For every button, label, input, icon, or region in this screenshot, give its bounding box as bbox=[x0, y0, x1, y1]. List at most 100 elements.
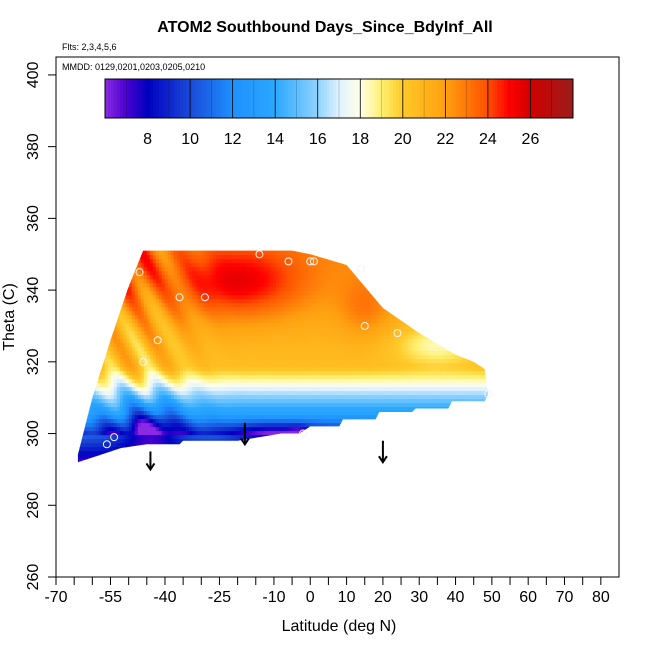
heatmap-cell bbox=[230, 431, 235, 436]
heatmap-cell bbox=[296, 347, 301, 352]
heatmap-cell bbox=[116, 375, 121, 380]
heatmap-cell bbox=[239, 339, 244, 344]
heatmap-cell bbox=[167, 275, 172, 280]
heatmap-cell bbox=[236, 263, 241, 268]
heatmap-cell bbox=[185, 287, 190, 292]
heatmap-cell bbox=[425, 383, 430, 388]
heatmap-cell bbox=[272, 431, 277, 436]
heatmap-cell bbox=[272, 407, 277, 412]
heatmap-cell bbox=[269, 267, 274, 272]
heatmap-cell bbox=[239, 331, 244, 336]
heatmap-cell bbox=[302, 359, 307, 364]
heatmap-cell bbox=[293, 271, 298, 276]
heatmap-cell bbox=[146, 399, 151, 404]
heatmap-cell bbox=[404, 407, 409, 412]
heatmap-cell bbox=[251, 271, 256, 276]
heatmap-cell bbox=[332, 407, 337, 412]
heatmap-cell bbox=[143, 299, 148, 304]
heatmap-cell bbox=[377, 327, 382, 332]
heatmap-cell bbox=[227, 415, 232, 420]
heatmap-cell bbox=[278, 383, 283, 388]
heatmap-cell bbox=[194, 271, 199, 276]
heatmap-cell bbox=[206, 311, 211, 316]
heatmap-cell bbox=[122, 335, 127, 340]
heatmap-cell bbox=[419, 411, 424, 416]
heatmap-cell bbox=[191, 343, 196, 348]
heatmap-cell bbox=[170, 391, 175, 396]
heatmap-cell bbox=[362, 419, 367, 424]
heatmap-cell bbox=[401, 407, 406, 412]
heatmap-cell bbox=[179, 251, 184, 256]
heatmap-cell bbox=[227, 319, 232, 324]
heatmap-cell bbox=[329, 259, 334, 264]
heatmap-cell bbox=[122, 315, 127, 320]
heatmap-cell bbox=[197, 315, 202, 320]
heatmap-cell bbox=[194, 267, 199, 272]
heatmap-cell bbox=[158, 319, 163, 324]
heatmap-cell bbox=[125, 423, 130, 428]
heatmap-cell bbox=[317, 323, 322, 328]
heatmap-cell bbox=[431, 387, 436, 392]
heatmap-cell bbox=[320, 303, 325, 308]
heatmap-cell bbox=[131, 351, 136, 356]
heatmap-cell bbox=[245, 411, 250, 416]
heatmap-cell bbox=[389, 371, 394, 376]
heatmap-cell bbox=[200, 263, 205, 268]
heatmap-cell bbox=[185, 335, 190, 340]
heatmap-cell bbox=[332, 419, 337, 424]
heatmap-cell bbox=[260, 271, 265, 276]
heatmap-cell bbox=[299, 363, 304, 368]
heatmap-cell bbox=[356, 367, 361, 372]
heatmap-cell bbox=[305, 331, 310, 336]
heatmap-cell bbox=[101, 399, 106, 404]
heatmap-cell bbox=[302, 255, 307, 260]
heatmap-cell bbox=[188, 375, 193, 380]
heatmap-cell bbox=[212, 287, 217, 292]
heatmap-cell bbox=[428, 387, 433, 392]
heatmap-cell bbox=[383, 339, 388, 344]
heatmap-cell bbox=[200, 399, 205, 404]
heatmap-cell bbox=[83, 455, 88, 460]
heatmap-cell bbox=[263, 323, 268, 328]
heatmap-cell bbox=[347, 291, 352, 296]
heatmap-cell bbox=[377, 415, 382, 420]
heatmap-cell bbox=[395, 319, 400, 324]
heatmap-cell bbox=[167, 327, 172, 332]
heatmap-cell bbox=[131, 403, 136, 408]
heatmap-cell bbox=[215, 323, 220, 328]
heatmap-cell bbox=[173, 339, 178, 344]
heatmap-cell bbox=[266, 311, 271, 316]
heatmap-cell bbox=[428, 375, 433, 380]
heatmap-cell bbox=[368, 351, 373, 356]
heatmap-cell bbox=[131, 411, 136, 416]
heatmap-cell bbox=[446, 375, 451, 380]
heatmap-cell bbox=[296, 359, 301, 364]
heatmap-cell bbox=[461, 359, 466, 364]
heatmap-cell bbox=[392, 363, 397, 368]
heatmap-cell bbox=[257, 295, 262, 300]
heatmap-cell bbox=[425, 359, 430, 364]
heatmap-cell bbox=[134, 427, 139, 432]
heatmap-cell bbox=[269, 363, 274, 368]
heatmap-cell bbox=[182, 379, 187, 384]
heatmap-cell bbox=[155, 403, 160, 408]
heatmap-cell bbox=[173, 343, 178, 348]
heatmap-cell bbox=[245, 291, 250, 296]
heatmap-cell bbox=[302, 251, 307, 256]
heatmap-cell bbox=[338, 339, 343, 344]
heatmap-cell bbox=[182, 307, 187, 312]
heatmap-cell bbox=[137, 383, 142, 388]
heatmap-cell bbox=[149, 367, 154, 372]
heatmap-cell bbox=[275, 367, 280, 372]
heatmap-cell bbox=[155, 299, 160, 304]
heatmap-cell bbox=[104, 367, 109, 372]
heatmap-cell bbox=[221, 251, 226, 256]
heatmap-cell bbox=[383, 327, 388, 332]
heatmap-cell bbox=[149, 311, 154, 316]
heatmap-cell bbox=[269, 279, 274, 284]
heatmap-cell bbox=[158, 279, 163, 284]
heatmap-cell bbox=[134, 331, 139, 336]
heatmap-cell bbox=[254, 363, 259, 368]
heatmap-cell bbox=[374, 339, 379, 344]
heatmap-cell bbox=[191, 363, 196, 368]
